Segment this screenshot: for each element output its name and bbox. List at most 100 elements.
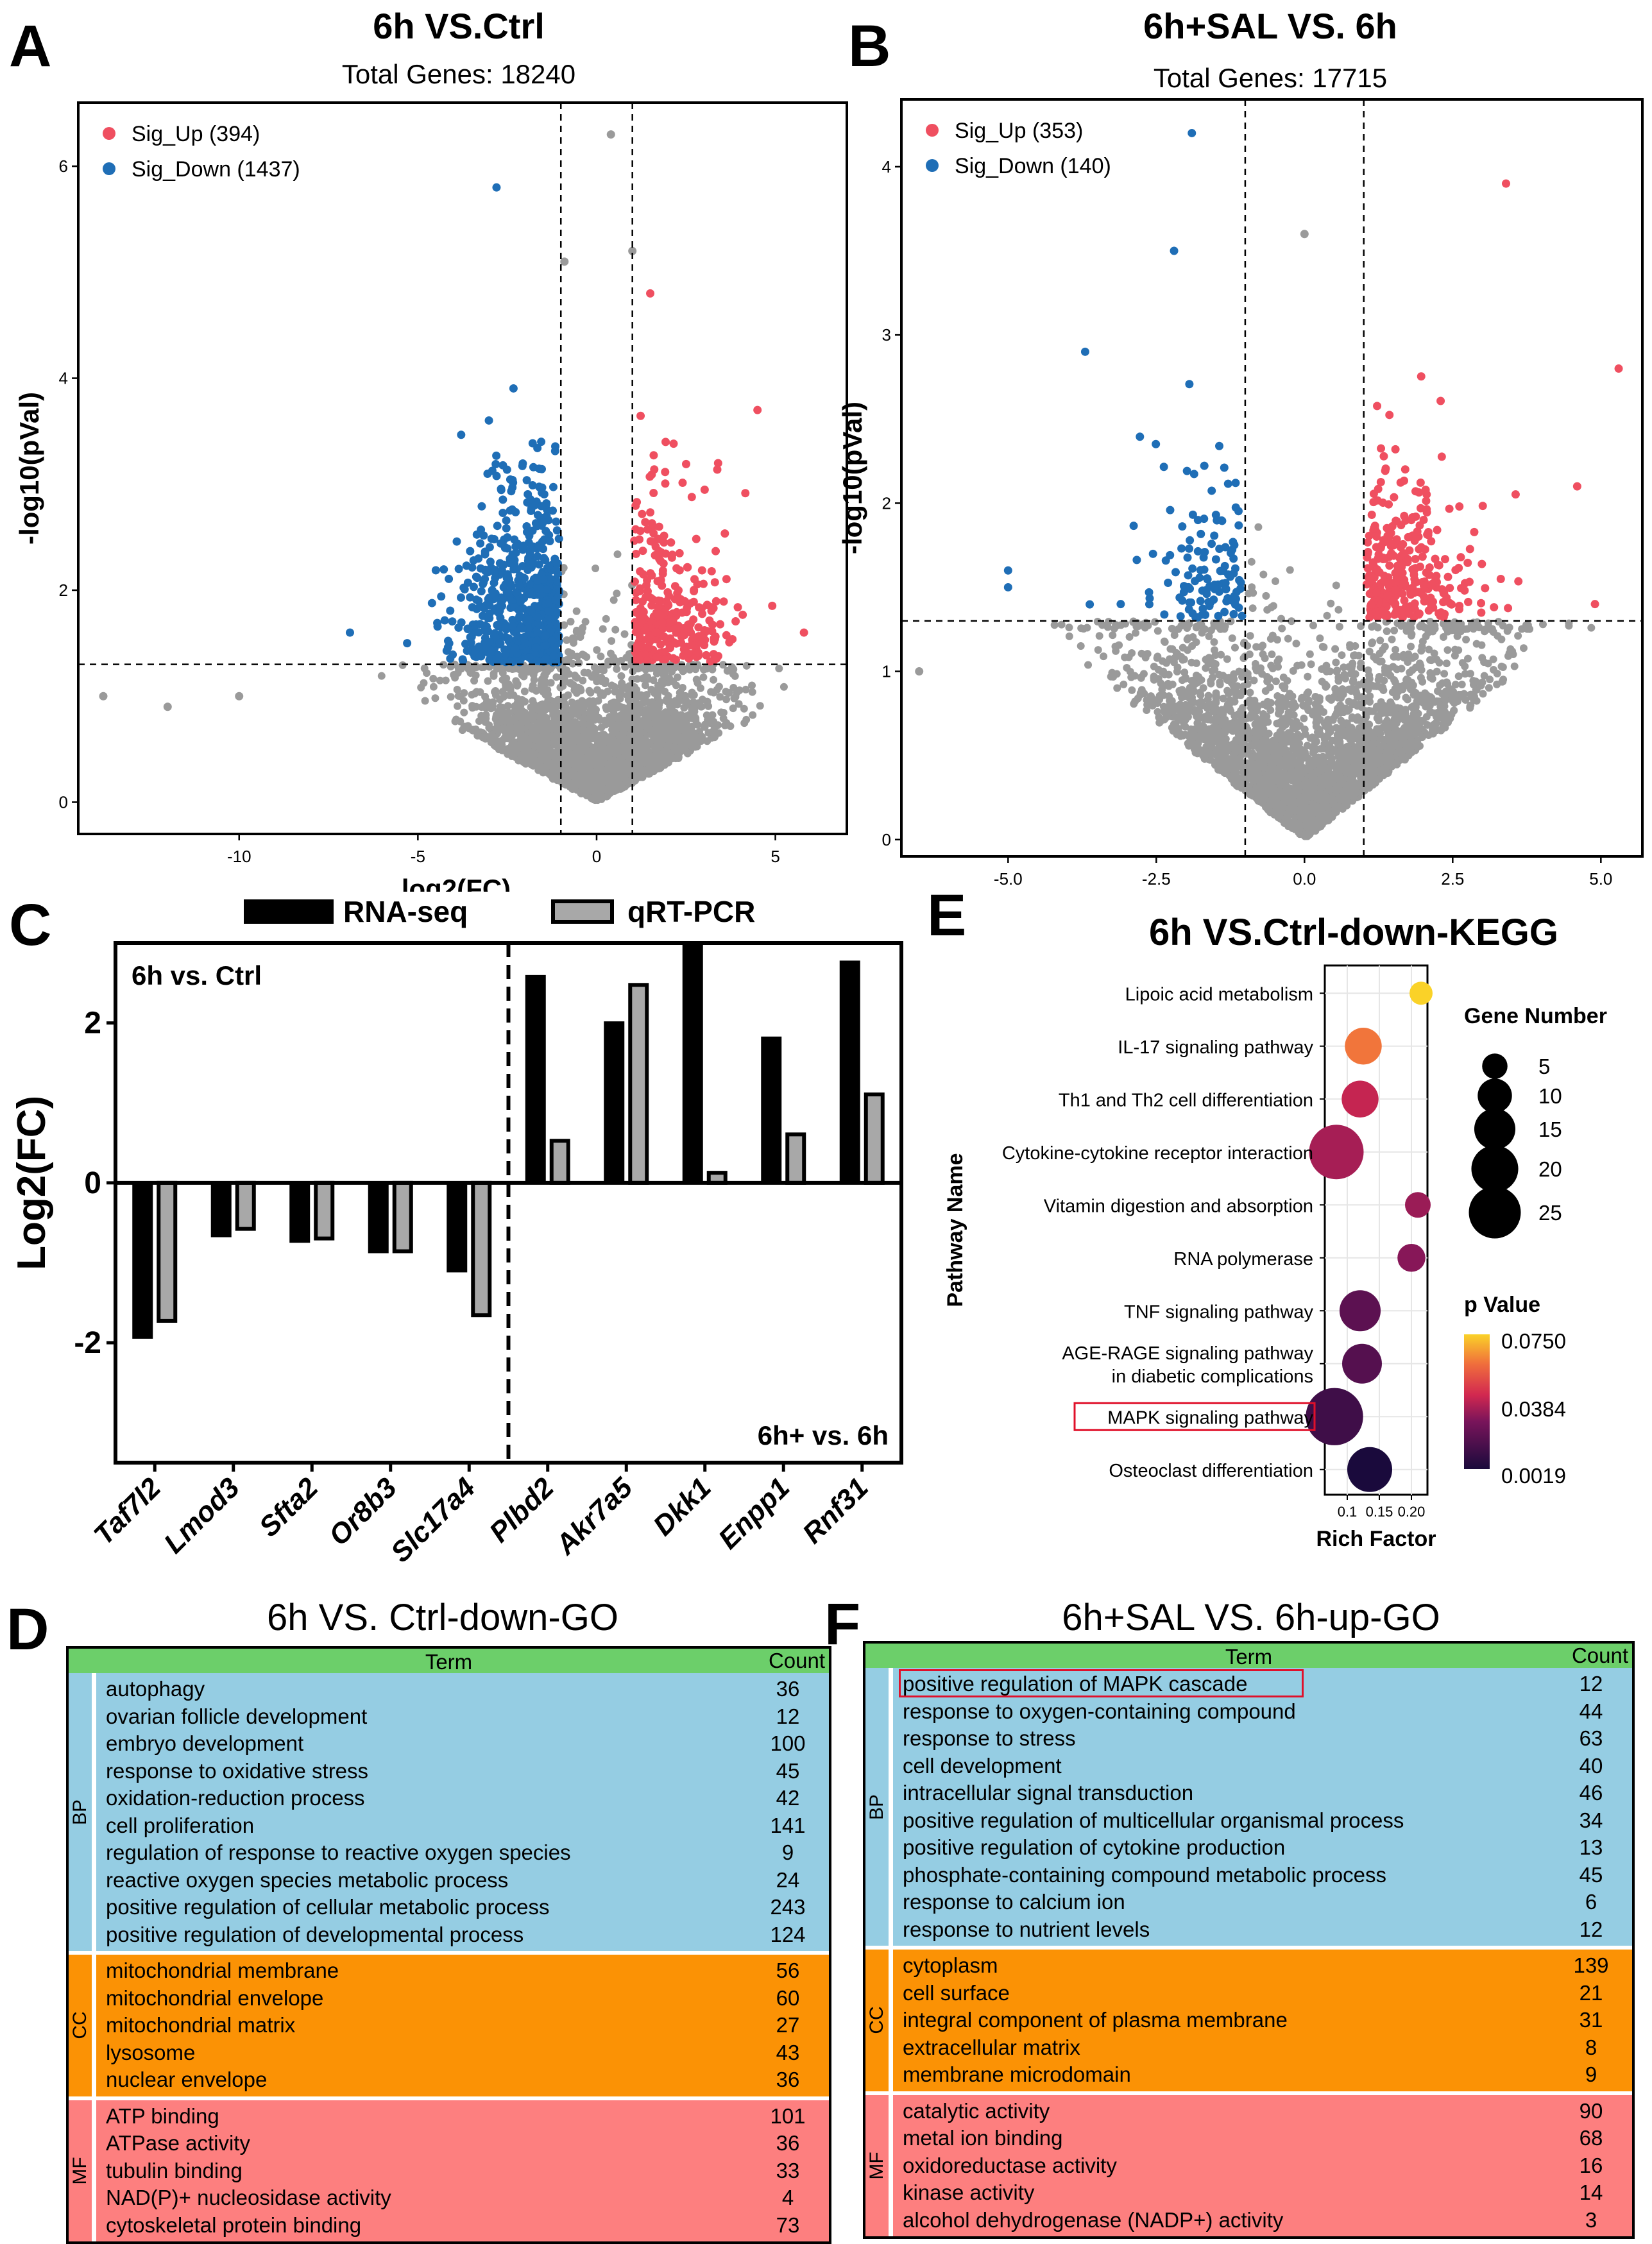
point-down [527,504,536,513]
point-ns [592,565,599,572]
point-up [656,536,665,544]
point-down [498,495,507,504]
point-outlier [492,183,500,192]
point-ns [468,704,476,711]
point-ns [579,650,586,658]
point-up [643,635,651,643]
point-up [708,603,716,611]
point-ns [570,750,578,758]
point-up [701,486,709,494]
point-down [474,554,482,563]
point-ns [661,688,668,695]
point-ns [749,711,756,719]
point-ns [574,699,582,707]
point-up [725,638,733,647]
point-down [504,588,513,597]
point-down [439,565,448,574]
point-down [475,642,483,650]
point-down [477,652,485,660]
point-up [654,597,663,605]
point-ns [684,735,692,742]
point-down [509,384,518,393]
point-ns [690,729,698,737]
point-ns [538,756,545,764]
point-ns [586,729,593,737]
point-ns [1229,634,1236,642]
point-ns [1205,700,1213,708]
point-up [720,529,729,538]
point-up [702,651,710,659]
point-ns [495,725,503,733]
point-ns [527,713,535,721]
point-down [467,638,475,647]
point-down [546,537,554,545]
point-down [496,559,504,567]
point-ns [594,697,602,704]
point-ns [672,716,679,724]
point-ns [618,684,626,692]
point-down [539,518,547,527]
point-down [526,606,534,614]
point-down [549,483,558,491]
point-up [690,575,699,583]
point-up [664,600,672,608]
point-ns [635,747,643,754]
point-up [643,525,652,534]
point-up [688,493,696,501]
point-ns [472,662,479,670]
point-down [464,625,472,633]
point-down [503,533,511,541]
point-ns [662,708,670,716]
point-down [448,650,457,659]
point-up [676,549,684,557]
point-ns [471,690,479,697]
point-up [712,654,720,663]
point-ns [477,712,485,720]
point-ns [529,697,536,705]
point-up [687,642,695,650]
point-up [694,649,703,657]
point-ns [720,709,728,717]
point-ns [611,750,618,758]
point-up [633,498,641,506]
volcano-points [99,130,808,804]
point-ns [683,699,691,707]
point-ns [580,715,588,722]
point-ns [454,702,461,710]
point-ns [565,648,572,656]
point-ns [518,740,525,748]
point-up [649,489,658,497]
point-ns [601,717,609,725]
point-up [682,460,690,468]
point-ns [586,697,593,705]
point-ns [597,652,604,660]
point-ns [498,747,506,754]
point-down [515,606,524,615]
point-up [636,412,645,420]
point-ns [1336,623,1343,631]
point-ns [429,675,437,683]
point-ns [502,680,510,688]
point-down [476,540,484,548]
point-ns [551,735,559,742]
point-down [540,575,548,584]
point-ns [1120,681,1127,688]
point-ns [735,700,743,708]
point-ns [1331,645,1339,653]
point-ns [579,732,587,740]
point-ns [563,754,571,762]
point-down [515,572,524,580]
point-up [637,610,645,618]
point-up [637,617,645,625]
point-ns [490,672,498,680]
point-ns [493,665,501,673]
point-ns [748,681,756,689]
point-ns [694,679,702,687]
point-ns [460,709,468,717]
point-ns [571,672,579,679]
point-up [658,618,667,627]
point-ns [521,698,529,706]
point-up [668,550,676,559]
point-up [649,451,658,459]
